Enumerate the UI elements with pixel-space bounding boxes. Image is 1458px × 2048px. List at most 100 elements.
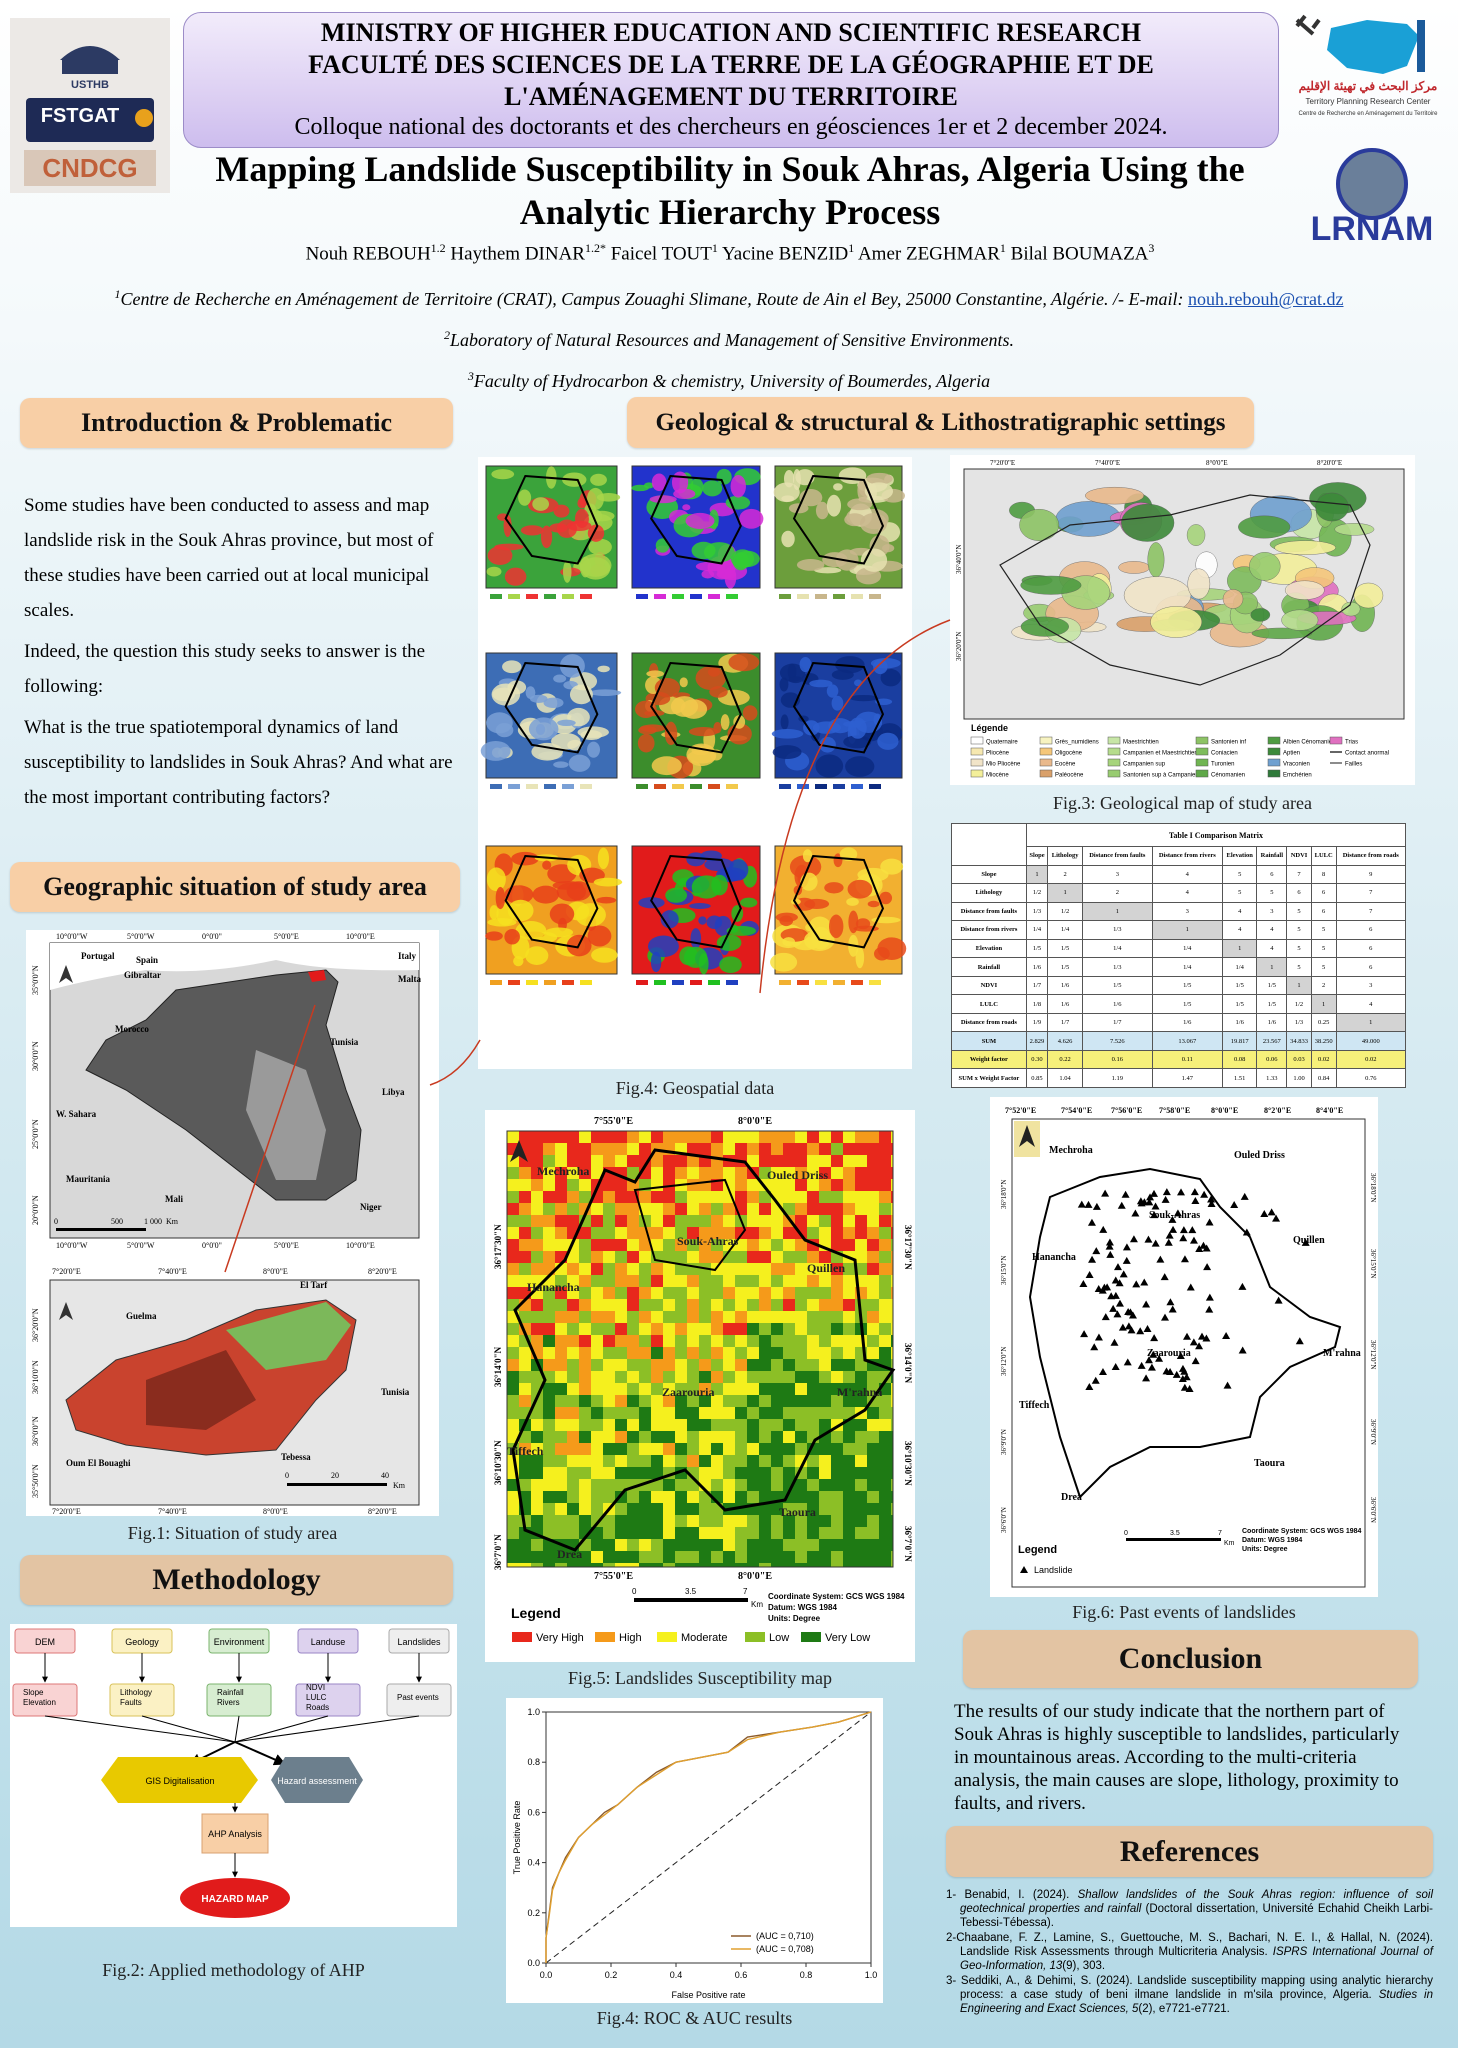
raster-cell [615, 1479, 627, 1491]
raster-cell [639, 1143, 651, 1155]
ahp-box [201, 1813, 269, 1854]
legend-swatch [1039, 747, 1053, 756]
thumbnail-patch [637, 733, 655, 753]
raster-cell [579, 1335, 591, 1347]
raster-cell [723, 1467, 735, 1479]
raster-cell [627, 1143, 639, 1155]
scale-label: 500 [111, 1217, 123, 1226]
place-label: Quillen [1293, 1235, 1325, 1246]
lat-label: 36°14'0"N [493, 1346, 503, 1387]
legend-label: Quaternaire [986, 740, 1018, 746]
thumbnail-patch [525, 686, 536, 699]
raster-cell [651, 1431, 663, 1443]
raster-cell [663, 1431, 675, 1443]
raster-cell [615, 1191, 627, 1203]
raster-cell [867, 1527, 879, 1539]
table-cell: 5 [1310, 938, 1337, 959]
raster-cell [555, 1359, 567, 1371]
raster-cell [687, 1563, 699, 1567]
landslide-marker [1144, 1356, 1153, 1364]
raster-cell [579, 1239, 591, 1251]
raster-cell [891, 1323, 893, 1335]
raster-cell [699, 1299, 711, 1311]
raster-cell [819, 1275, 831, 1287]
raster-cell [555, 1407, 567, 1419]
lrnam-label: LRNAM [1311, 210, 1434, 248]
raster-cell [783, 1527, 795, 1539]
raster-cell [531, 1131, 543, 1143]
raster-cell [759, 1515, 771, 1527]
raster-cell [507, 1479, 519, 1491]
thumbnail-patch [702, 480, 723, 497]
raster-cell [627, 1215, 639, 1227]
layer-label: Elevation [23, 1698, 56, 1707]
raster-cell [543, 1407, 555, 1419]
raster-cell [603, 1539, 615, 1551]
thumbnail-legend [526, 980, 538, 985]
table-cell: 4 [1256, 938, 1288, 959]
thumbnail-legend [544, 980, 556, 985]
raster-cell [723, 1407, 735, 1419]
raster-cell [855, 1191, 867, 1203]
lat-label: 36°10'30"N [493, 1440, 503, 1485]
table-cell: 5 [1286, 938, 1312, 959]
crat-french: Centre de Recherche en Aménagement du Te… [1299, 111, 1439, 117]
scale-bar [1126, 1538, 1221, 1541]
raster-cell [843, 1191, 855, 1203]
landslide-marker [1136, 1327, 1145, 1335]
raster-cell [795, 1419, 807, 1431]
raster-cell [771, 1431, 783, 1443]
table-row: Slope Lithology Distance from faults Distan… [952, 846, 1407, 866]
legend-label: (AUC = 0,710) [756, 1931, 814, 1941]
thumbnail-patch [713, 722, 722, 734]
raster-cell [831, 1563, 843, 1567]
raster-cell [603, 1155, 615, 1167]
raster-cell [771, 1539, 783, 1551]
geology-unit [1121, 503, 1175, 542]
email-link[interactable]: nouh.rebouh@crat.dz [1187, 289, 1344, 309]
legend-label: High [619, 1632, 642, 1644]
raster-cell [843, 1563, 855, 1567]
raster-cell [807, 1515, 819, 1527]
raster-cell [711, 1263, 723, 1275]
thumbnail-patch [847, 879, 873, 899]
raster-cell [579, 1371, 591, 1383]
raster-cell [699, 1359, 711, 1371]
landslide-marker [1084, 1200, 1093, 1208]
raster-cell [855, 1539, 867, 1551]
raster-cell [615, 1359, 627, 1371]
place-label: Gibraltar [124, 970, 161, 980]
raster-cell [759, 1431, 771, 1443]
table-cell: 2 [1047, 864, 1084, 885]
raster-cell [507, 1503, 519, 1515]
raster-cell [615, 1203, 627, 1215]
raster-cell [831, 1311, 843, 1323]
place-label: Mali [165, 1194, 183, 1204]
raster-cell [663, 1167, 675, 1179]
raster-cell [519, 1131, 531, 1143]
raster-cell [627, 1503, 639, 1515]
author-sup: 1 [711, 241, 718, 255]
raster-cell [759, 1287, 771, 1299]
table-cell: 1/4 [1151, 957, 1223, 977]
raster-cell [711, 1563, 723, 1567]
raster-cell [615, 1527, 627, 1539]
raster-cell [747, 1515, 759, 1527]
legend-label: Campanien et Maestrichtien [1123, 751, 1198, 757]
raster-cell [783, 1143, 795, 1155]
lon-label: 0°0'0" [202, 932, 222, 941]
figure-geospatial-data [478, 457, 912, 1069]
raster-cell [699, 1239, 711, 1251]
raster-cell [807, 1203, 819, 1215]
raster-cell [507, 1551, 519, 1563]
raster-cell [675, 1419, 687, 1431]
row-header: Distance from rivers [951, 920, 1027, 940]
thumbnail-legend [654, 980, 666, 985]
geology-unit [1020, 616, 1069, 637]
landslide-marker [1123, 1358, 1132, 1366]
lat-label: 36°12'0"N [1000, 1347, 1008, 1376]
raster-cell [591, 1323, 603, 1335]
thumbnail-boundary [504, 661, 599, 754]
thumbnail-legend [654, 784, 666, 789]
raster-cell [867, 1323, 879, 1335]
